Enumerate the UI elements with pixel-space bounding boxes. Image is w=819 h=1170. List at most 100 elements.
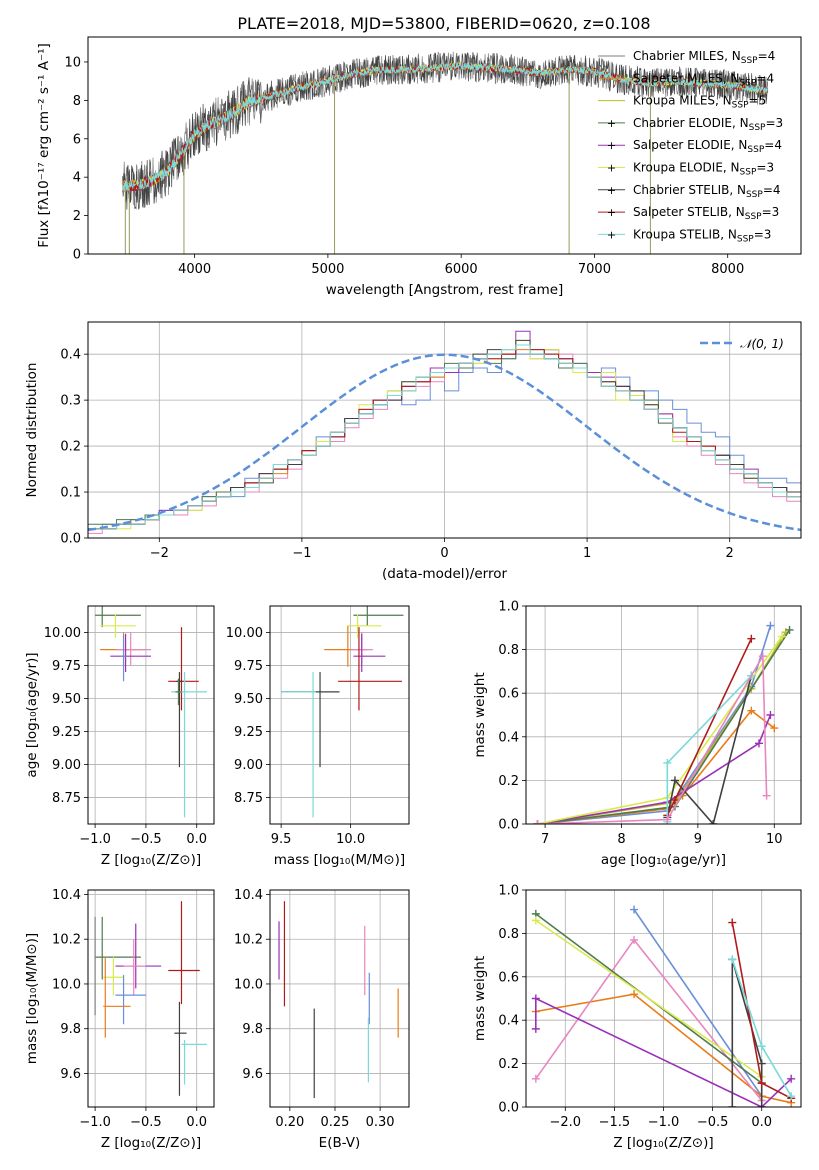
weight-marker [670, 796, 679, 805]
massweight-vs-z-xtick-label: −2.0 [549, 1115, 581, 1130]
legend-entry: Kroupa ELODIE, NSSP=3 [633, 161, 774, 178]
legend-entry: Chabrier MILES, NSSP=4 [633, 49, 775, 66]
massweight-vs-z-ytick-label: 0.2 [498, 1057, 519, 1072]
legend-marker: + [607, 184, 616, 197]
spectrum-ytick-label: 4 [73, 171, 81, 186]
weight-marker [758, 652, 767, 661]
massweight-vs-z-ytick-label: 1.0 [498, 884, 519, 899]
weight-marker [728, 1103, 737, 1107]
massweight-vs-age-xlabel: age [log₁₀(age/yr)] [601, 852, 726, 868]
spectrum-xlabel: wavelength [Angstrom, rest frame] [326, 282, 564, 298]
legend-marker: + [607, 139, 616, 152]
weight-line [537, 631, 787, 824]
age-vs-mass-panel: 9.5 10.0 8.75 9.00 9.25 9.50 9.75 10.00 mass [lo… [226, 605, 410, 868]
legend-entry: Kroupa STELIB, NSSP=3 [633, 227, 771, 244]
weight-marker [777, 632, 786, 641]
weight-line [537, 636, 783, 824]
residuals-plot-area [88, 330, 801, 538]
age-vs-z-xtick-label: −1.0 [79, 832, 111, 847]
massweight-vs-age-plot-area [533, 621, 794, 824]
spectrum-ytick-label: 0 [73, 248, 81, 263]
mass-vs-ebv-ytick-label: 10.2 [234, 933, 263, 948]
weight-line [535, 993, 792, 1104]
spectrum-xtick-label: 5000 [311, 262, 344, 277]
mass-vs-ebv-ytick-label: 9.8 [242, 1022, 263, 1037]
weight-marker [770, 724, 779, 733]
weight-marker [728, 955, 737, 964]
massweight-vs-z-plot-area [531, 905, 796, 1107]
massweight-vs-age-frame [525, 605, 802, 825]
legend-label: Chabrier ELODIE, N [633, 116, 749, 130]
weight-marker [757, 1042, 766, 1051]
massweight-vs-age-ylabel: mass weight [472, 672, 488, 757]
residuals-ytick-label: 0.0 [60, 532, 81, 547]
massweight-vs-z-panel: −2.0 −1.5 −1.0 −0.5 0.0 0.0 0.2 0.4 0.6 0.8 1.0 Z [… [472, 884, 802, 1151]
massweight-vs-age-xtick-label: 7 [541, 832, 549, 847]
mass-vs-ebv-xtick-label: 0.20 [275, 1115, 304, 1130]
legend-label: Chabrier MILES, N [633, 49, 741, 63]
weight-marker [766, 621, 775, 630]
massweight-vs-z-frame [525, 889, 802, 1108]
residuals-legend: 𝒩(0, 1) [700, 337, 784, 351]
legend-sub: SSP [740, 78, 757, 88]
mass-vs-ebv-xtick-label: 0.30 [366, 1115, 395, 1130]
legend-label: Salpeter MILES, N [633, 71, 740, 85]
weight-marker [785, 625, 794, 634]
massweight-vs-age-xtick-label: 10 [766, 832, 783, 847]
mass-vs-z-ytick-label: 10.2 [52, 933, 81, 948]
spectrum-frame [87, 36, 802, 255]
age-vs-z-ytick-label: 10.00 [44, 626, 81, 641]
age-vs-z-ytick-label: 9.50 [52, 692, 81, 707]
legend-suffix: =3 [756, 161, 774, 175]
massweight-vs-z-ytick-label: 0.4 [498, 1014, 519, 1029]
spectrum-ytick-label: 8 [73, 94, 81, 109]
legend-label: Kroupa STELIB, N [633, 227, 737, 241]
legend-suffix: =4 [758, 49, 776, 63]
mass-vs-ebv-ytick-label: 10.0 [234, 977, 263, 992]
legend-suffix: =4 [763, 183, 781, 197]
mass-vs-z-panel: −1.0 −0.5 0.0 9.6 9.8 10.0 10.2 10.4 Z [log₁₀(Z/… [24, 888, 215, 1151]
mass-vs-z-frame [87, 889, 215, 1108]
mass-vs-z-xlabel: Z [log₁₀(Z/Z⊙)] [101, 1135, 201, 1151]
age-vs-mass-frame [269, 605, 410, 825]
legend-suffix: =3 [762, 205, 780, 219]
weight-line [666, 675, 753, 824]
spectrum-xtick-label: 6000 [445, 262, 478, 277]
histogram-series [88, 344, 801, 538]
residuals-frame [87, 321, 802, 539]
residuals-ytick-label: 0.2 [60, 440, 81, 455]
histogram-series [88, 344, 801, 538]
legend-marker: + [607, 162, 616, 175]
weight-marker [757, 1059, 766, 1068]
histogram-series [88, 339, 801, 538]
spectrum-ytick-label: 2 [73, 209, 81, 224]
age-vs-z-xtick-label: −0.5 [130, 832, 162, 847]
legend-suffix: =5 [749, 94, 767, 108]
spectrum-line-kroupa-stelib [122, 61, 769, 192]
weight-marker [754, 739, 763, 748]
mass-vs-z-ytick-label: 9.6 [60, 1067, 81, 1082]
massweight-vs-z-xtick-label: −0.5 [697, 1115, 729, 1130]
spectrum-ytick-label: 10 [64, 55, 81, 70]
legend-suffix: =3 [754, 227, 772, 241]
massweight-vs-age-ytick-label: 1.0 [498, 600, 519, 615]
age-vs-z-ylabel: age [log₁₀(age/yr)] [24, 652, 40, 777]
age-vs-mass-ytick-label: 9.00 [234, 758, 263, 773]
mass-vs-ebv-plot-area [278, 901, 399, 1099]
weight-marker [787, 1074, 796, 1083]
legend-suffix: =3 [765, 116, 783, 130]
spectrum-xtick-label: 4000 [178, 262, 211, 277]
age-vs-mass-ytick-label: 9.25 [234, 725, 263, 740]
age-vs-z-plot-area [95, 606, 207, 818]
residuals-xtick-label: −1 [292, 546, 311, 561]
age-vs-mass-plot-area [281, 606, 404, 818]
weight-marker [670, 776, 679, 785]
legend-suffix: =4 [756, 71, 774, 85]
legend-sub: SSP [737, 234, 754, 244]
weight-marker [762, 791, 771, 800]
weight-marker [531, 994, 540, 1003]
weight-marker [630, 935, 639, 944]
weight-marker [533, 820, 542, 824]
